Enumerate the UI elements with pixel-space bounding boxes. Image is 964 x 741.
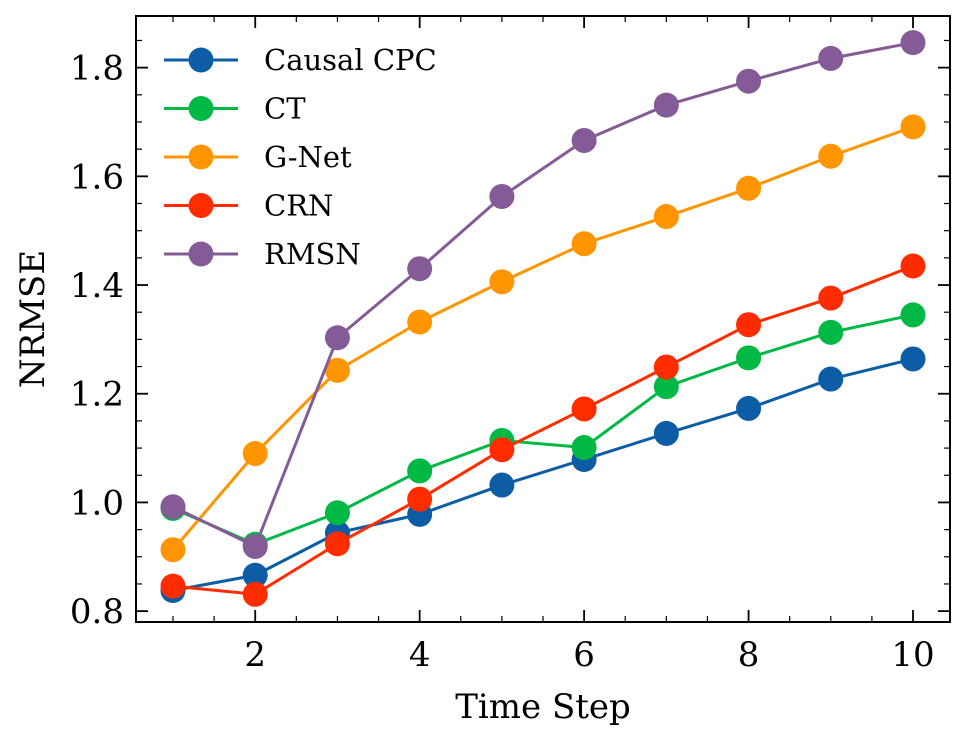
data-point <box>489 472 515 498</box>
y-axis-label: NRMSE <box>13 250 53 388</box>
data-point <box>407 256 433 282</box>
data-point <box>818 366 844 392</box>
ticks-layer: 2 4 6 8 10 0.8 1.0 1.2 1.4 1.6 1.8 <box>70 16 950 675</box>
legend-marker <box>188 193 214 218</box>
data-point <box>653 204 679 230</box>
y-tick-label: 1.4 <box>70 266 124 306</box>
y-tick-label: 1.6 <box>70 157 124 197</box>
data-point <box>571 127 597 153</box>
data-point <box>324 325 350 351</box>
data-point <box>900 30 926 56</box>
y-tick-label: 0.8 <box>70 592 124 632</box>
series-line <box>172 357 914 592</box>
data-point <box>900 114 926 140</box>
series-line <box>172 41 914 548</box>
data-point <box>160 494 186 520</box>
data-point <box>571 396 597 422</box>
legend: Causal CPC CT G-Net CRN RMSN <box>164 43 437 271</box>
legend-label: CRN <box>264 189 333 223</box>
data-point <box>818 285 844 311</box>
legend-entry: RMSN <box>164 237 361 271</box>
data-point <box>653 374 679 400</box>
data-point <box>736 395 762 421</box>
data-point <box>242 562 268 588</box>
data-point <box>736 345 762 371</box>
data-point <box>160 537 186 563</box>
series-g-net <box>160 114 926 563</box>
data-point <box>489 437 515 463</box>
data-point <box>242 441 268 467</box>
data-point <box>900 253 926 279</box>
legend-entry: CRN <box>164 189 333 223</box>
legend-marker <box>188 241 214 267</box>
data-point <box>407 309 433 335</box>
data-point <box>489 183 515 209</box>
data-point <box>489 269 515 295</box>
data-point <box>242 581 268 607</box>
x-axis-label: Time Step <box>455 687 631 727</box>
legend-label: CT <box>264 92 306 126</box>
data-point <box>407 458 433 484</box>
x-tick-label: 4 <box>409 635 431 675</box>
series-causal-cpc <box>160 346 926 603</box>
data-point <box>736 175 762 201</box>
data-point <box>653 354 679 380</box>
series-line <box>171 125 914 551</box>
data-point <box>324 531 350 557</box>
data-point <box>571 231 597 257</box>
data-point <box>818 143 844 169</box>
y-tick-label: 1.2 <box>70 375 124 415</box>
legend-entry: CT <box>164 92 306 126</box>
series-line <box>172 313 914 546</box>
x-tick-label: 10 <box>891 635 934 675</box>
data-point <box>736 68 762 94</box>
series-rmsn <box>160 30 926 559</box>
legend-entry: Causal CPC <box>164 43 437 77</box>
y-tick-label: 1.8 <box>70 49 124 89</box>
data-point <box>571 435 597 461</box>
legend-entry: G-Net <box>164 140 352 174</box>
data-point <box>324 357 350 383</box>
legend-marker <box>188 144 214 170</box>
data-point <box>242 533 268 559</box>
data-point <box>407 486 433 512</box>
data-point <box>900 302 926 328</box>
data-point <box>653 420 679 446</box>
legend-marker <box>188 47 214 73</box>
legend-label: RMSN <box>264 237 361 271</box>
x-tick-label: 2 <box>244 635 266 675</box>
data-point <box>324 500 350 526</box>
legend-marker <box>188 96 214 121</box>
data-point <box>736 312 762 338</box>
data-point <box>818 45 844 71</box>
data-point <box>818 319 844 345</box>
x-tick-label: 6 <box>573 635 595 675</box>
legend-label: Causal CPC <box>264 43 437 77</box>
legend-label: G-Net <box>264 140 352 174</box>
series-line <box>172 264 914 596</box>
series-crn <box>160 253 926 607</box>
data-point <box>160 573 186 599</box>
x-tick-label: 8 <box>738 635 760 675</box>
y-tick-label: 1.0 <box>70 483 124 523</box>
series-layer <box>160 30 926 607</box>
data-point <box>653 92 679 118</box>
data-point <box>900 346 926 372</box>
plot-frame <box>135 15 951 623</box>
